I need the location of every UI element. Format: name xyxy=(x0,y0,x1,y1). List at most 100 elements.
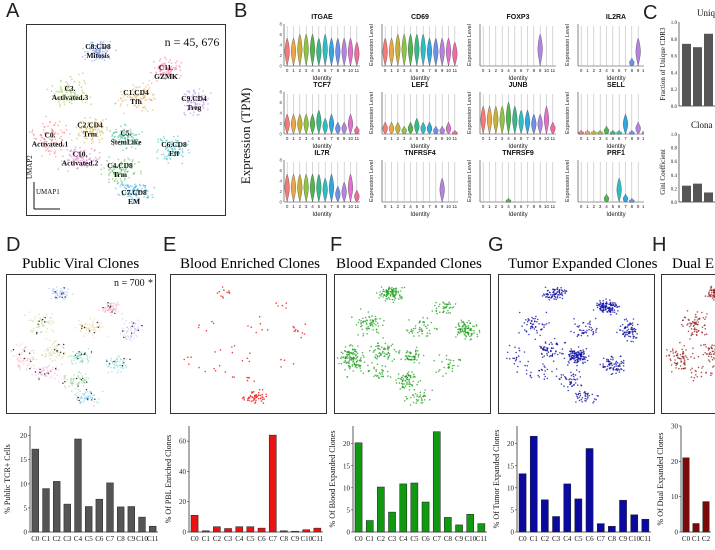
umap-point xyxy=(96,326,98,328)
violin xyxy=(578,129,584,135)
umap-point xyxy=(38,367,40,370)
umap-point xyxy=(560,376,563,379)
umap-point xyxy=(694,316,697,318)
umap-point xyxy=(59,290,62,292)
umap-point xyxy=(90,103,93,106)
bar-c4 xyxy=(399,483,408,533)
umap-point xyxy=(682,353,684,356)
umap-point xyxy=(25,360,28,362)
umap-point xyxy=(181,151,184,154)
umap-point xyxy=(222,297,224,299)
violin-tick-label: 5 xyxy=(416,136,419,141)
umap-point xyxy=(32,364,35,367)
umap-point xyxy=(141,324,143,327)
umap-point xyxy=(37,326,40,328)
umap-point xyxy=(103,59,106,62)
umap-point xyxy=(280,358,282,361)
umap-point xyxy=(37,325,40,328)
umap-point xyxy=(78,357,81,360)
umap-point xyxy=(91,126,94,129)
umap-point xyxy=(228,290,230,292)
umap-point xyxy=(612,301,614,304)
umap-point xyxy=(387,293,390,295)
umap-point xyxy=(124,336,127,338)
umap-point xyxy=(118,303,120,306)
umap-point xyxy=(378,352,380,355)
umap-point xyxy=(112,366,115,369)
umap-point xyxy=(571,351,574,353)
umap-point xyxy=(116,304,118,306)
umap-point xyxy=(555,293,557,295)
umap-point xyxy=(28,319,31,322)
violin-tick-label: 2 xyxy=(495,204,498,209)
umap-point xyxy=(76,352,78,355)
bar-category-label: C3 xyxy=(63,535,72,543)
umap-point xyxy=(340,362,343,365)
violin-tick-label: 8 xyxy=(631,136,634,141)
violin-tick-label: 1 xyxy=(390,204,393,209)
violin xyxy=(309,113,316,135)
umap-point xyxy=(190,356,192,358)
umap-point xyxy=(611,304,613,307)
umap-point xyxy=(144,105,146,108)
umap-point xyxy=(111,164,113,167)
umap-point xyxy=(87,164,89,167)
umap-point xyxy=(300,336,302,339)
umap-point xyxy=(137,329,139,332)
umap-point xyxy=(145,93,148,95)
umap-point xyxy=(52,292,54,294)
violin xyxy=(335,185,341,203)
svg-text:8: 8 xyxy=(279,90,282,95)
umap-point xyxy=(546,293,549,296)
umap-point xyxy=(381,352,384,354)
umap-point xyxy=(133,190,136,193)
umap-point xyxy=(166,155,169,158)
violin-tick-label: 8 xyxy=(337,136,340,141)
umap-point xyxy=(57,101,60,103)
umap-point xyxy=(143,195,145,198)
umap-point xyxy=(689,325,691,328)
violin-tick-label: 10 xyxy=(642,204,644,209)
umap-point xyxy=(75,362,77,365)
umap-point xyxy=(548,343,551,346)
umap-point xyxy=(631,324,634,327)
bar-tick-label: 20 xyxy=(671,458,679,466)
umap-point xyxy=(75,159,78,162)
umap-point xyxy=(255,396,258,398)
umap-point xyxy=(359,367,362,369)
umap-point xyxy=(618,371,621,373)
umap-point xyxy=(362,334,365,337)
umap-point xyxy=(76,399,78,401)
umap-point xyxy=(79,354,81,357)
umap-point xyxy=(60,344,62,346)
umap-point xyxy=(447,309,449,312)
umap-point xyxy=(556,290,559,293)
umap-point xyxy=(518,349,521,352)
umap-point xyxy=(84,82,87,85)
bar-category-label: C9 xyxy=(619,535,628,543)
umap-point xyxy=(700,344,702,347)
umap-point xyxy=(622,359,625,362)
violin-tick-label: 4 xyxy=(605,68,608,73)
umap-point xyxy=(84,137,87,139)
umap-point xyxy=(65,85,68,87)
umap-point xyxy=(67,96,70,98)
umap-point xyxy=(382,350,384,353)
umap-point xyxy=(252,400,254,402)
umap-point xyxy=(113,135,116,138)
violin-tick-label: 4 xyxy=(311,136,314,141)
umap-point xyxy=(54,145,57,148)
umap-point xyxy=(382,288,385,291)
umap-point xyxy=(574,374,577,376)
umap-point xyxy=(695,321,697,323)
umap-point xyxy=(631,328,633,331)
umap-point xyxy=(108,174,110,177)
umap-point xyxy=(84,164,87,167)
umap-point xyxy=(516,356,518,359)
umap-point xyxy=(113,144,115,147)
umap-point xyxy=(28,361,31,363)
umap-point xyxy=(380,286,383,288)
umap-point xyxy=(22,360,25,362)
umap-point xyxy=(361,324,363,327)
